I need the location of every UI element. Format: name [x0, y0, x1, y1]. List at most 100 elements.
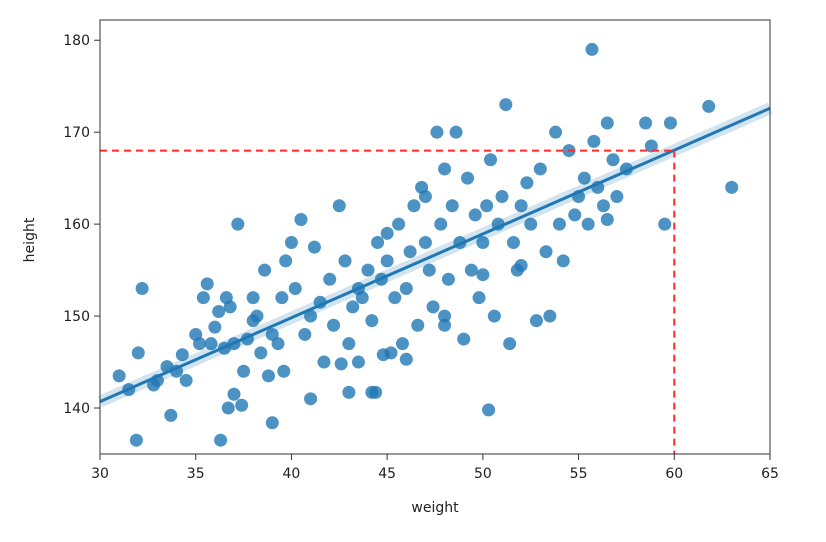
point: [284, 236, 298, 250]
point: [235, 398, 249, 412]
point: [399, 352, 413, 366]
point: [539, 245, 553, 259]
point: [265, 416, 279, 430]
point: [129, 433, 143, 447]
point: [179, 373, 193, 387]
point: [702, 99, 716, 113]
x-tick-label: 35: [187, 466, 205, 482]
point: [332, 199, 346, 213]
x-tick-label: 45: [378, 466, 396, 482]
y-tick-label: 150: [63, 309, 90, 325]
point: [254, 346, 268, 360]
point: [533, 162, 547, 176]
point: [380, 254, 394, 268]
point: [606, 153, 620, 167]
point: [461, 171, 475, 185]
point: [288, 281, 302, 295]
point: [250, 309, 264, 323]
x-axis-label: weight: [411, 500, 459, 516]
point: [246, 291, 260, 305]
point: [388, 291, 402, 305]
point: [581, 217, 595, 231]
point: [520, 176, 534, 190]
point: [376, 348, 390, 362]
point: [524, 217, 538, 231]
point: [237, 364, 251, 378]
point: [369, 385, 383, 399]
point: [317, 355, 331, 369]
point: [221, 401, 235, 415]
point: [441, 272, 455, 286]
point: [568, 208, 582, 222]
point: [482, 403, 496, 417]
x-tick-label: 50: [474, 466, 492, 482]
point: [663, 116, 677, 130]
point: [464, 263, 478, 277]
point: [227, 387, 241, 401]
x-tick-label: 65: [761, 466, 779, 482]
point: [135, 281, 149, 295]
point: [112, 369, 126, 383]
point: [529, 314, 543, 328]
point: [418, 236, 432, 250]
y-tick-label: 160: [63, 217, 90, 233]
point: [503, 337, 517, 351]
plot-frame: [99, 19, 771, 455]
point: [587, 134, 601, 148]
y-tick-label: 180: [63, 33, 90, 49]
point: [380, 226, 394, 240]
point: [327, 318, 341, 332]
x-tick-label: 40: [283, 466, 301, 482]
point: [334, 357, 348, 371]
y-tick-label: 170: [63, 125, 90, 141]
point: [212, 304, 226, 318]
point: [438, 309, 452, 323]
y-tick-label: 140: [63, 401, 90, 417]
x-tick-label: 30: [91, 466, 109, 482]
point: [371, 236, 385, 250]
point: [346, 300, 360, 314]
point: [549, 125, 563, 139]
point: [361, 263, 375, 277]
point: [725, 180, 739, 194]
point: [164, 408, 178, 422]
point: [392, 217, 406, 231]
point: [484, 153, 498, 167]
point: [577, 171, 591, 185]
y-axis-label: height: [22, 217, 38, 262]
point: [556, 254, 570, 268]
point: [411, 318, 425, 332]
x-tick-label: 60: [665, 466, 683, 482]
point: [304, 309, 318, 323]
point: [258, 263, 272, 277]
point: [468, 208, 482, 222]
x-tick-label: 55: [570, 466, 588, 482]
point: [514, 199, 528, 213]
point: [449, 125, 463, 139]
point: [223, 300, 237, 314]
point: [231, 217, 245, 231]
point: [430, 125, 444, 139]
point: [422, 263, 436, 277]
point: [279, 254, 293, 268]
point: [304, 392, 318, 406]
point: [365, 314, 379, 328]
point: [476, 236, 490, 250]
point: [506, 236, 520, 250]
point: [204, 337, 218, 351]
point: [200, 277, 214, 291]
point: [294, 213, 308, 227]
point: [600, 116, 614, 130]
point: [445, 199, 459, 213]
point: [434, 217, 448, 231]
point: [543, 309, 557, 323]
point: [193, 337, 207, 351]
point: [514, 259, 528, 273]
point: [600, 213, 614, 227]
point: [275, 291, 289, 305]
point: [552, 217, 566, 231]
point: [342, 337, 356, 351]
point: [499, 98, 513, 112]
point: [596, 199, 610, 213]
